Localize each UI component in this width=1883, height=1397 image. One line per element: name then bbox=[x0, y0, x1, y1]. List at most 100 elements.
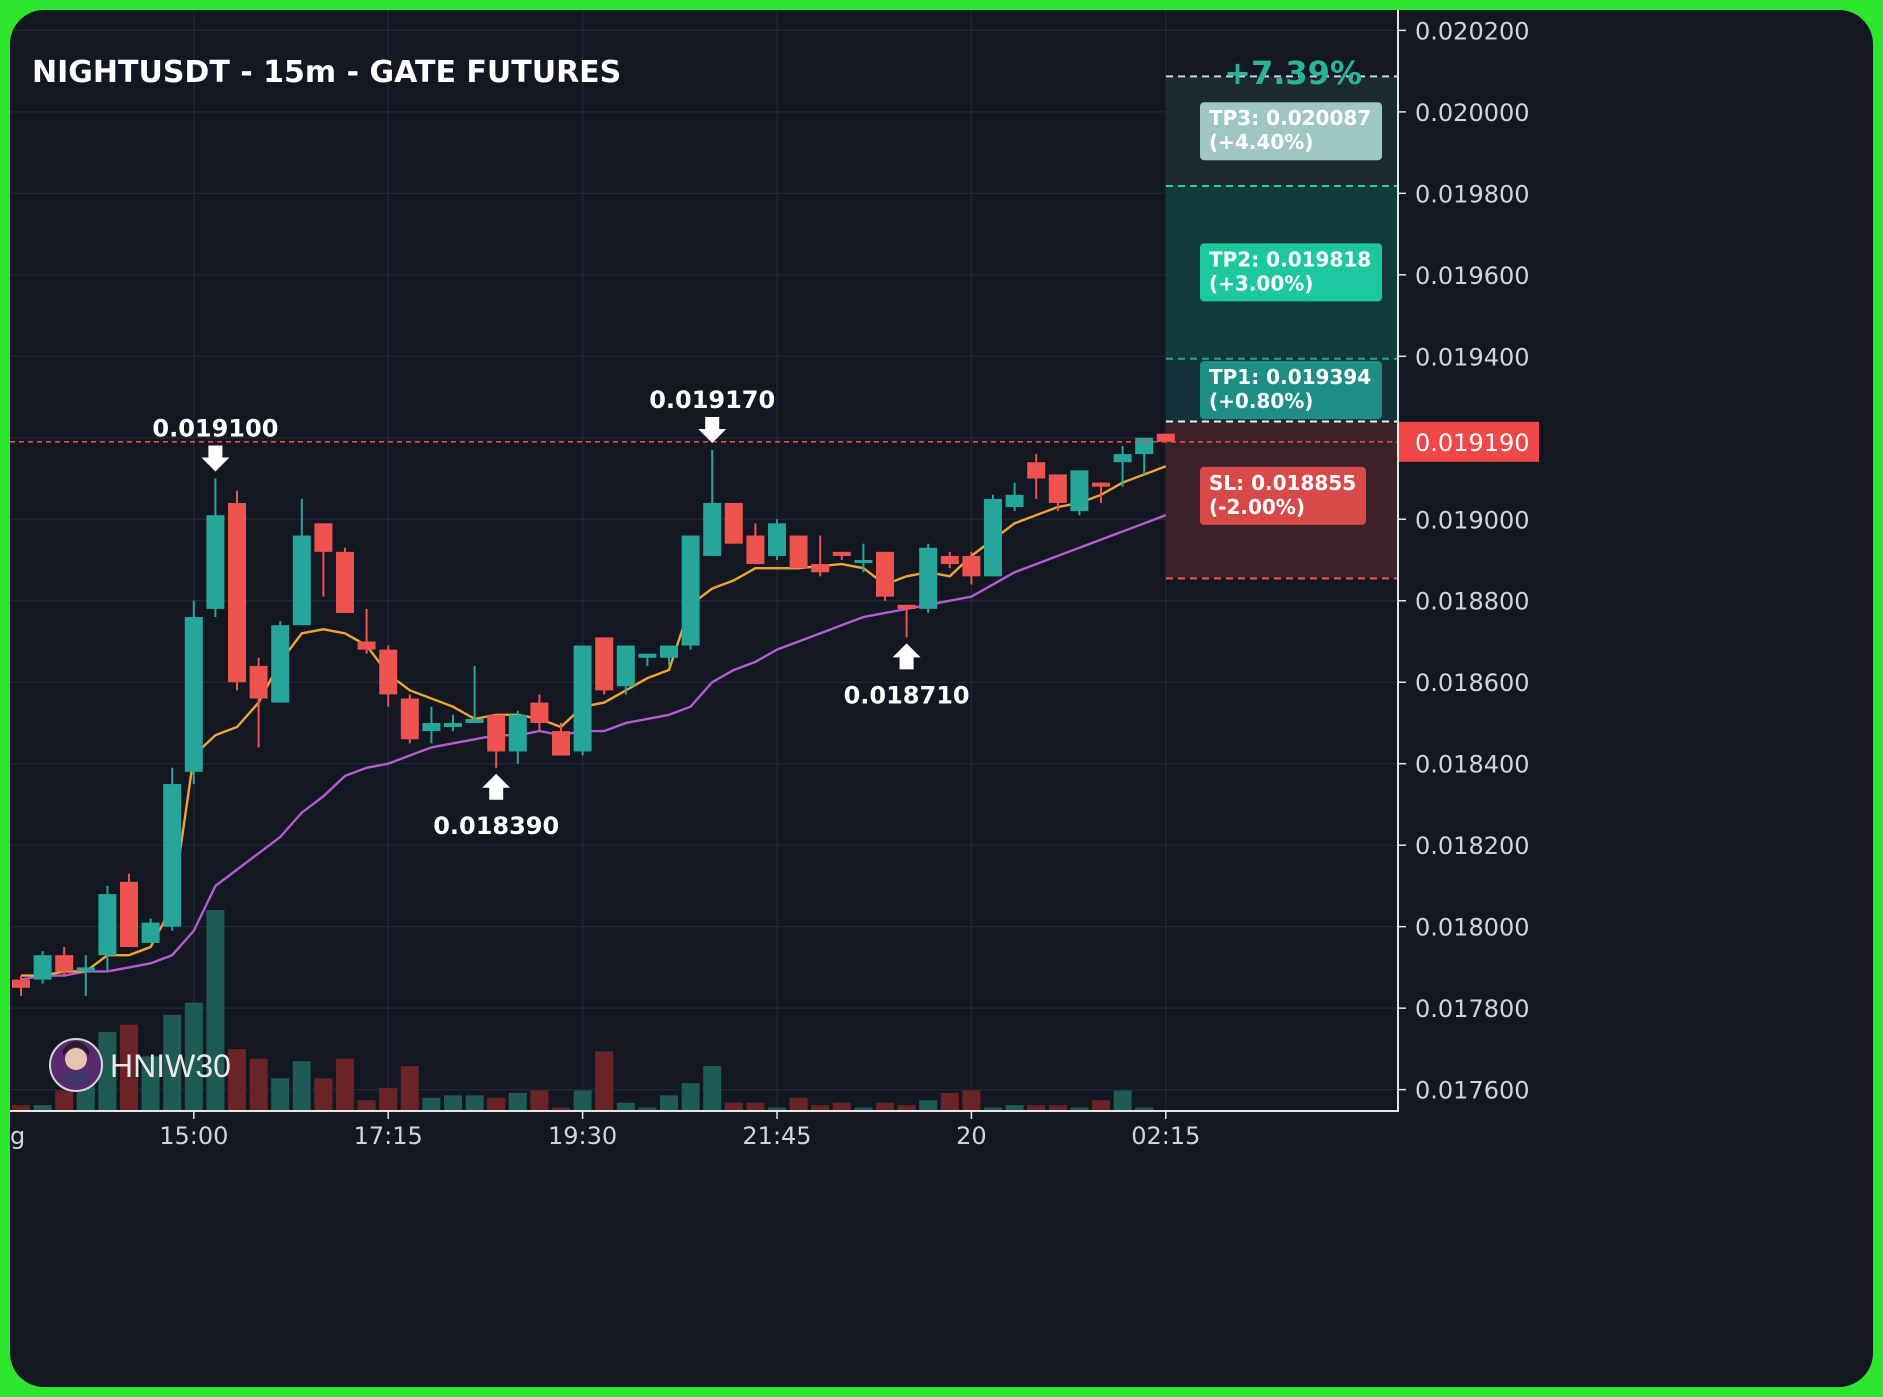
volume-bar bbox=[703, 1066, 722, 1110]
price-tick-label: 0.019400 bbox=[1415, 343, 1530, 371]
candle-body bbox=[876, 551, 894, 597]
volume-bar bbox=[228, 1049, 246, 1110]
candle-body bbox=[422, 722, 441, 732]
volume-bar bbox=[984, 1107, 1002, 1110]
candle-body bbox=[681, 535, 700, 646]
current-price-tag-text: 0.019190 bbox=[1415, 429, 1530, 457]
ema-fast-line bbox=[21, 465, 1167, 977]
candle-body bbox=[897, 604, 916, 609]
volume-bar bbox=[33, 1105, 52, 1110]
candle-body bbox=[1092, 482, 1110, 487]
low-price-label: 0.018710 bbox=[844, 681, 970, 709]
candle-body bbox=[357, 641, 376, 650]
time-tick-label-edge: g bbox=[10, 1122, 25, 1150]
volume-bar bbox=[940, 1092, 959, 1110]
volume-bar bbox=[400, 1066, 419, 1110]
current-price-tag: 0.019190 bbox=[1399, 421, 1539, 462]
volume-bar bbox=[1005, 1105, 1024, 1110]
volume-bar bbox=[379, 1088, 398, 1110]
candle-body bbox=[616, 645, 635, 687]
volume-bar bbox=[789, 1097, 808, 1110]
volume-bar bbox=[465, 1095, 484, 1110]
time-tick-label: 15:00 bbox=[159, 1122, 228, 1150]
volume-bar bbox=[1070, 1107, 1089, 1110]
tp2-label: TP2: 0.019818(+3.00%) bbox=[1200, 243, 1382, 302]
candle-body bbox=[940, 555, 959, 565]
candle-body bbox=[962, 555, 981, 577]
volume-bar bbox=[1048, 1105, 1067, 1110]
volume-bar bbox=[768, 1107, 786, 1110]
time-tick-label: 17:15 bbox=[354, 1122, 423, 1150]
candle-body bbox=[487, 714, 506, 752]
label-price: TP1: 0.019394 bbox=[1209, 365, 1371, 389]
volume-bar bbox=[1135, 1107, 1154, 1110]
arrow-down-icon bbox=[698, 417, 727, 443]
volume-bar bbox=[724, 1102, 743, 1110]
volume-bar bbox=[616, 1102, 635, 1110]
volume-bar bbox=[55, 1090, 74, 1110]
volume-bar bbox=[876, 1102, 894, 1110]
candle-body bbox=[271, 625, 290, 703]
time-tick-label: 21:45 bbox=[742, 1122, 811, 1150]
candle-body bbox=[724, 502, 743, 544]
price-chart[interactable]: 0.019100 0.018390 0.019170 0.018710 TP3: 0.… bbox=[10, 10, 1873, 1387]
high-price-label: 0.019170 bbox=[649, 386, 775, 414]
chart-frame: 0.019100 0.018390 0.019170 0.018710 TP3: 0.… bbox=[10, 10, 1873, 1387]
price-tick-label: 0.020200 bbox=[1415, 17, 1530, 45]
arrow-down-icon bbox=[201, 445, 230, 472]
candle-body bbox=[228, 502, 246, 683]
price-tick-label: 0.018000 bbox=[1415, 914, 1530, 942]
candle-body bbox=[703, 502, 722, 556]
volume-bar bbox=[1092, 1100, 1110, 1110]
chart-title: NIGHTUSDT - 15m - GATE FUTURES bbox=[32, 55, 621, 90]
candle-body bbox=[508, 714, 527, 752]
price-tick-label: 0.019600 bbox=[1415, 262, 1530, 290]
candle-body bbox=[141, 922, 160, 943]
candle-body bbox=[984, 498, 1002, 577]
candle-body bbox=[832, 551, 851, 556]
candle-body bbox=[854, 560, 873, 563]
current-price-tag-box bbox=[1399, 421, 1539, 462]
volume-bar bbox=[1113, 1090, 1132, 1110]
pnl-percent: +7.39% bbox=[1224, 54, 1362, 92]
label-box bbox=[1200, 466, 1366, 525]
volume-bar bbox=[292, 1061, 311, 1110]
label-price: TP3: 0.020087 bbox=[1209, 106, 1371, 130]
time-tick-label: 20 bbox=[956, 1122, 987, 1150]
label-percent: (+4.40%) bbox=[1209, 130, 1313, 154]
candle-body bbox=[1113, 454, 1132, 463]
candle-body bbox=[336, 551, 354, 613]
candle-body bbox=[595, 637, 614, 691]
price-tick-label: 0.018600 bbox=[1415, 669, 1530, 697]
watermark: HNIW30 bbox=[49, 1038, 231, 1092]
candle-body bbox=[552, 731, 570, 756]
candle-body bbox=[444, 722, 462, 728]
label-percent: (+0.80%) bbox=[1209, 389, 1313, 413]
volume-bar bbox=[919, 1100, 938, 1110]
watermark-text: HNIW30 bbox=[110, 1048, 231, 1084]
label-box bbox=[1200, 102, 1382, 161]
candle-body bbox=[314, 523, 333, 552]
volume-bar bbox=[660, 1095, 678, 1110]
candle-body bbox=[163, 784, 182, 927]
volume-bar bbox=[552, 1107, 570, 1110]
label-percent: (-2.00%) bbox=[1209, 495, 1305, 519]
volume-bar bbox=[12, 1105, 30, 1110]
volume-bar bbox=[681, 1083, 700, 1110]
label-percent: (+3.00%) bbox=[1209, 271, 1313, 295]
price-tick-label: 0.018200 bbox=[1415, 832, 1530, 860]
candle-body bbox=[660, 645, 678, 658]
candle-body bbox=[1005, 494, 1024, 508]
candle-body bbox=[400, 698, 419, 740]
candle-body bbox=[1156, 433, 1175, 442]
candle-body bbox=[768, 523, 786, 556]
volume-bar bbox=[184, 1002, 203, 1110]
volume-bar bbox=[271, 1078, 290, 1110]
volume-bar bbox=[1027, 1105, 1046, 1110]
candle-body bbox=[120, 881, 138, 948]
candle-body bbox=[919, 547, 938, 609]
price-tick-label: 0.017800 bbox=[1415, 995, 1530, 1023]
volume-bar bbox=[638, 1107, 657, 1110]
candle-body bbox=[184, 617, 203, 772]
price-tick-label: 0.019800 bbox=[1415, 180, 1530, 208]
